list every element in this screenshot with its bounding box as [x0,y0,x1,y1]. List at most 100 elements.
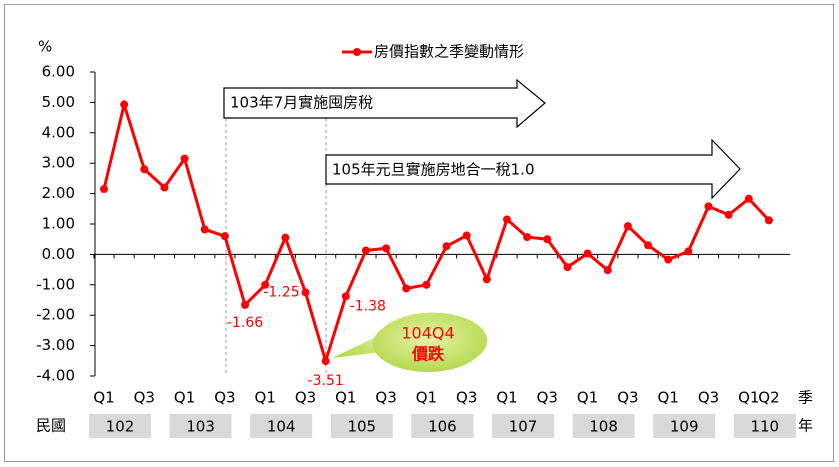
year-axis-label: 年 [798,417,813,435]
data-point [503,215,511,224]
data-point [402,284,411,293]
data-point [180,154,189,163]
y-tick-label: -2.00 [36,306,75,324]
data-point [341,292,350,301]
year-label: 108 [589,418,618,436]
x-tick-label: Q3 [295,389,316,407]
callout-bubble [373,316,483,372]
year-label: 102 [106,418,135,436]
year-box [572,414,635,438]
data-label: -3.51 [308,373,344,389]
x-tick-label: Q1 [658,389,679,407]
legend-marker [353,48,361,56]
data-point [704,202,713,211]
quarter-axis-label: 季 [798,389,813,407]
year-label: 105 [347,418,376,436]
y-tick-label: 0.00 [42,245,75,263]
data-point [724,210,733,219]
x-tick-label: Q2 [758,389,779,407]
data-point [120,100,129,109]
data-point [160,183,169,192]
data-point [563,263,572,272]
year-prefix: 民國 [36,417,66,435]
x-tick-label: Q1 [174,389,195,407]
data-point [261,280,270,289]
year-label: 110 [750,418,779,436]
data-point [543,235,552,244]
annotation-text: 103年7月實施囤房稅 [230,94,373,112]
data-point [301,288,310,297]
year-box [733,414,796,438]
year-box [492,414,554,438]
data-point [442,242,451,251]
annotation-text: 105年元旦實施房地合一稅1.0 [332,161,535,179]
data-point [241,300,250,309]
y-tick-label: 1.00 [42,215,75,233]
callout-text: 104Q4 [401,324,454,343]
data-point [523,233,532,242]
data-point [361,246,370,255]
year-label: 103 [186,418,215,436]
data-point [220,232,229,241]
year-label: 106 [428,418,457,436]
year-label: 109 [670,418,699,436]
x-tick-label: Q1 [93,389,114,407]
data-point [744,194,753,203]
year-box [411,414,474,438]
data-point [140,165,149,174]
data-label: -1.25 [263,284,299,300]
x-tick-label: Q1 [255,389,276,407]
data-point [462,231,471,240]
series-line [102,98,771,367]
x-tick-label: Q1 [335,389,356,407]
year-box [250,414,313,438]
y-tick-label: 2.00 [42,184,75,202]
x-tick-label: Q3 [134,389,155,407]
data-label: -1.38 [350,298,386,314]
data-point [583,249,592,258]
y-tick-label: 3.00 [42,154,75,172]
data-point [422,280,431,289]
x-tick-label: Q3 [537,389,558,407]
legend-label: 房價指數之季變動情形 [374,43,524,61]
x-tick-label: Q1 [416,389,437,407]
data-point [200,225,209,234]
data-point [603,266,612,275]
y-tick-label: -1.00 [36,275,75,293]
y-tick-label: 5.00 [42,93,75,111]
data-point [644,241,653,250]
x-tick-label: Q1 [577,389,598,407]
data-point [482,275,491,284]
data-point [664,255,673,264]
y-tick-label: 4.00 [42,123,75,141]
year-label: 104 [267,418,296,436]
x-tick-label: Q3 [617,389,638,407]
x-tick-label: Q3 [214,389,235,407]
data-point [684,247,693,256]
data-point [281,233,290,242]
year-box [169,414,232,438]
annotation-arrow [325,138,741,200]
data-point [321,357,330,366]
annotation-arrow [223,78,546,129]
x-tick-label: Q3 [456,389,477,407]
y-tick-label: 6.00 [42,63,75,81]
x-tick-label: Q1 [738,389,759,407]
data-point [764,216,773,225]
data-point [100,185,108,194]
x-tick-label: Q3 [375,389,396,407]
year-box [653,414,716,438]
x-tick-label: Q3 [698,389,719,407]
data-point [382,244,391,253]
callout-text: 價跌 [411,345,445,364]
y-tick-label: -3.00 [36,336,75,354]
y-tick-label: -4.00 [36,367,75,385]
year-box [89,414,151,438]
y-unit: % [38,38,52,56]
year-label: 107 [509,418,538,436]
data-point [623,222,632,231]
year-box [330,414,393,438]
x-tick-label: Q1 [496,389,517,407]
data-label: -1.66 [227,315,263,331]
